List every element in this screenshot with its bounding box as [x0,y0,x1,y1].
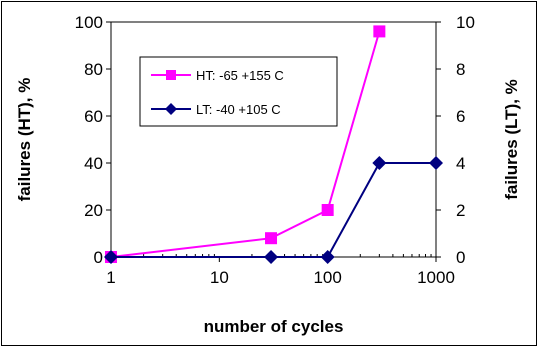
legend: HT: -65 +155 C LT: -40 +105 C [139,56,338,127]
legend-label-ht: HT: -65 +155 C [196,68,284,83]
y-right-tick-label: 6 [456,107,465,126]
data-point-lt [320,250,335,264]
x-tick-label: 100 [313,268,341,287]
data-point-lt [372,156,387,170]
y-right-tick-label: 0 [456,248,465,267]
y-right-tick-label: 8 [456,60,465,79]
data-point-ht [373,25,386,38]
x-axis-title: number of cycles [204,317,344,336]
y-left-tick-label: 20 [84,201,103,220]
x-tick-label: 1000 [417,268,455,287]
legend-box [139,56,338,127]
data-point-lt [264,250,279,264]
data-point-lt [429,156,443,170]
y-left-tick-label: 80 [84,60,103,79]
data-point-lt [104,250,118,264]
series-line-ht [110,31,381,258]
y-left-tick-label: 0 [94,248,103,267]
y-right-tick-label: 2 [456,201,465,220]
legend-label-lt: LT: -40 +105 C [196,102,281,117]
y-right-tick-label: 4 [456,154,465,173]
y-left-tick-label: 100 [75,13,103,32]
y-axis-left-title: failures (HT), % [15,78,34,202]
x-tick-label: 10 [210,268,229,287]
legend-marker-lt [165,103,177,115]
data-point-ht [321,204,334,216]
legend-marker-ht [166,70,176,80]
y-left-tick-label: 40 [84,154,103,173]
y-axis-right-title: failures (LT), % [502,79,521,200]
y-right-tick-label: 10 [456,13,475,32]
y-left-tick-label: 60 [84,107,103,126]
x-tick-label: 1 [106,268,115,287]
series-layer [104,25,443,264]
data-point-ht [265,232,278,245]
